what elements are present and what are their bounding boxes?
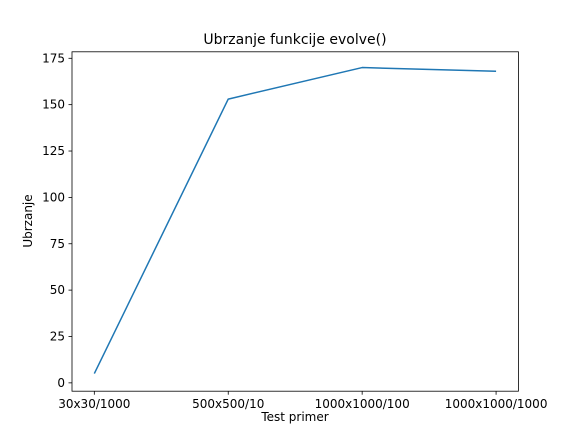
y-tick-label: 125: [42, 144, 65, 158]
x-tick-label: 30x30/1000: [58, 397, 130, 411]
y-tick-label: 75: [50, 237, 65, 251]
y-tick-label: 175: [42, 51, 65, 65]
y-tick-label: 100: [42, 190, 65, 204]
plot-frame: [71, 51, 519, 392]
y-tick-label: 0: [57, 376, 65, 390]
y-axis-label: Ubrzanje: [21, 194, 35, 247]
x-axis: 30x30/1000 500x500/10 1000x1000/100 1000x10…: [58, 391, 547, 411]
x-tick-label: 500x500/10: [192, 397, 264, 411]
x-axis-label: Test primer: [260, 410, 328, 424]
y-tick-label: 150: [42, 98, 65, 112]
x-tick-label: 1000x1000/100: [315, 397, 410, 411]
series-line: [93, 66, 497, 374]
y-tick-label: 25: [50, 329, 65, 343]
series-layer: [93, 66, 497, 374]
y-axis: 0 25 50 75 100 125 150 175: [42, 51, 72, 390]
x-tick-label: 1000x1000/1000: [445, 397, 548, 411]
chart-title: Ubrzanje funkcije evolve(): [203, 32, 386, 48]
y-tick-label: 50: [50, 283, 65, 297]
